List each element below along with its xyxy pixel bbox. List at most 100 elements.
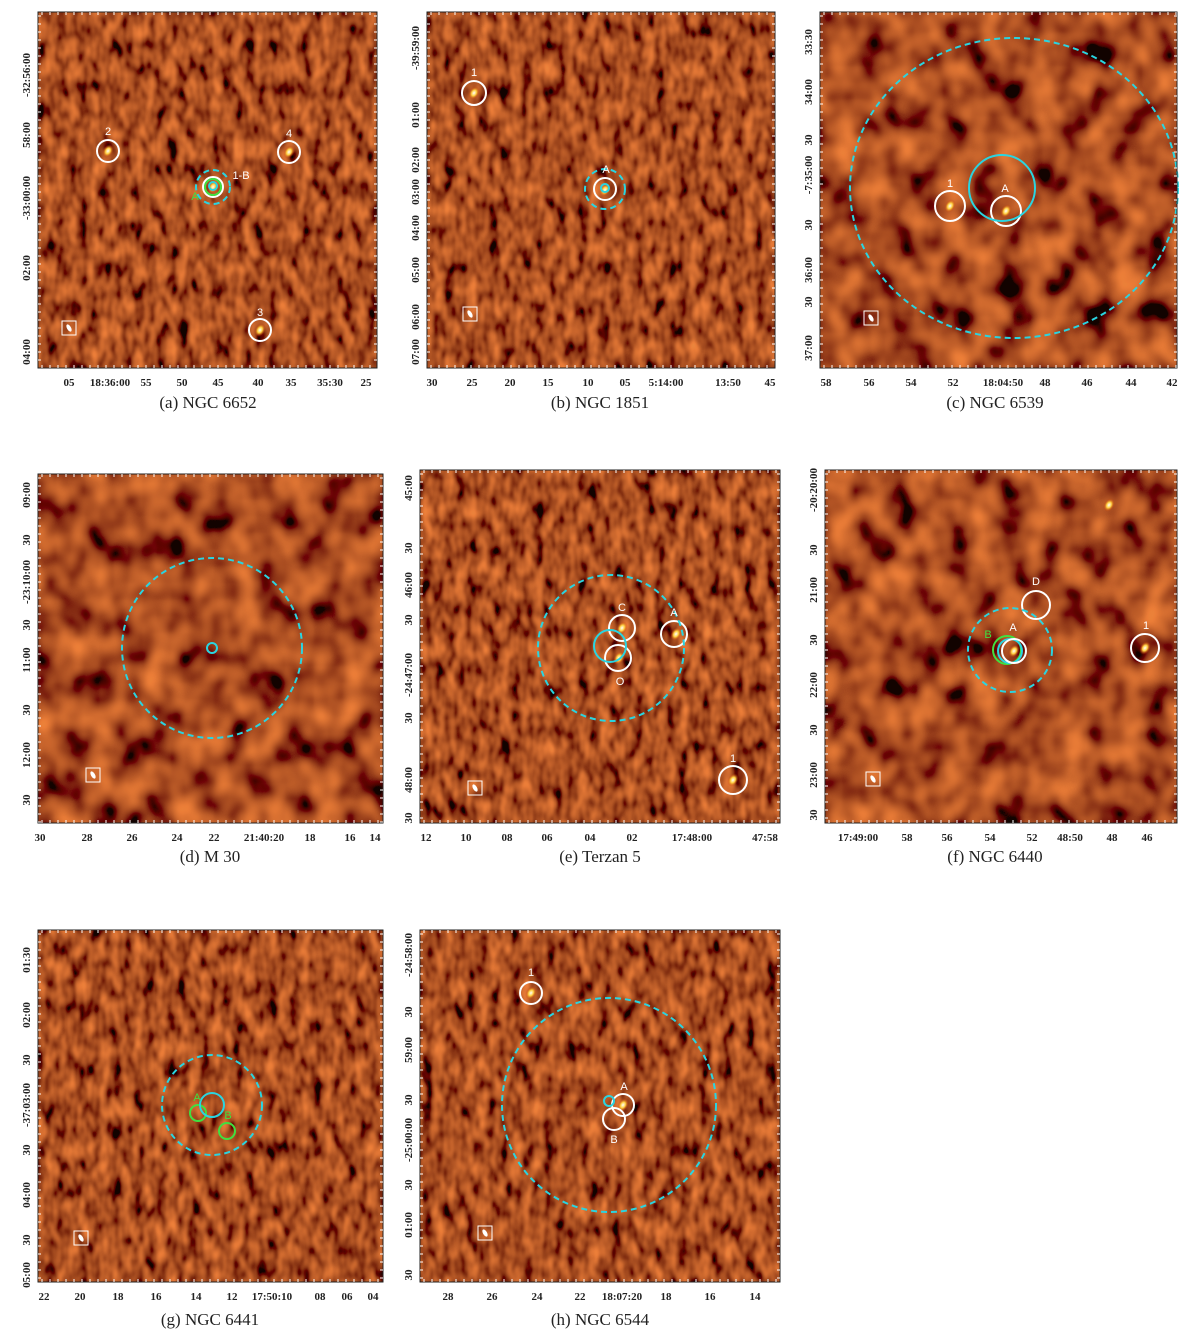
beam-box xyxy=(61,320,77,336)
y-tick-label: 09:00 xyxy=(21,482,33,508)
beam xyxy=(90,771,96,779)
y-tick-label: 05:00 xyxy=(410,257,422,283)
x-tick-label: 24 xyxy=(172,832,184,844)
region-circle xyxy=(519,981,543,1005)
x-tick-label: 47:58 xyxy=(752,832,778,844)
radio-source xyxy=(283,145,295,159)
x-tick-label: 48 xyxy=(1040,377,1052,389)
panel: 58 56 54 52 18:04:50 48 46 44 42 33:30 34:00 30 -7:3… xyxy=(803,11,1179,412)
beam xyxy=(868,314,874,322)
region-circle xyxy=(660,620,688,648)
region-circle xyxy=(593,177,617,201)
source-label: A xyxy=(602,164,610,176)
source-label: 3 xyxy=(257,307,263,319)
source-label: O xyxy=(616,676,625,688)
y-tick-label: 30 xyxy=(803,219,815,231)
y-tick-label: 46:00 xyxy=(403,572,415,598)
region-circle xyxy=(584,168,626,210)
source-label: B xyxy=(984,629,991,641)
radio-source xyxy=(254,323,266,337)
beam xyxy=(472,784,478,792)
edge-ticks xyxy=(38,12,377,368)
y-tick-label: 04:00 xyxy=(410,215,422,241)
y-tick-label: 30 xyxy=(403,1094,415,1106)
beam xyxy=(482,1229,488,1237)
panel: 05 18:36:00 55 50 45 40 35 35:30 25 -32:56:00 58:0… xyxy=(21,11,378,412)
edge-ticks xyxy=(38,930,383,1282)
x-tick-label: 52 xyxy=(1027,832,1039,844)
x-tick-label: 54 xyxy=(906,377,918,389)
beam-box xyxy=(467,780,483,796)
region-circle xyxy=(218,1122,236,1140)
y-tick-label: 21:00 xyxy=(808,577,820,603)
panel-caption: (h) NGC 6544 xyxy=(551,1310,650,1329)
x-tick-label: 22 xyxy=(39,1291,51,1303)
region-circle xyxy=(199,1092,225,1118)
x-tick-label: 54 xyxy=(985,832,997,844)
x-tick-label: 04 xyxy=(585,832,597,844)
y-tick-label: 30 xyxy=(403,712,415,724)
x-tick-label: 08 xyxy=(315,1291,327,1303)
region-circle xyxy=(204,178,222,196)
image-texture xyxy=(38,12,377,368)
edge-ticks xyxy=(420,930,780,1282)
x-tick-label: 02 xyxy=(627,832,639,844)
panel-caption: (g) NGC 6441 xyxy=(161,1310,259,1329)
y-tick-label: 04:00 xyxy=(21,339,33,365)
region-circle xyxy=(195,169,231,205)
y-tick-label: 30 xyxy=(21,704,33,716)
x-tick-label: 06 xyxy=(542,832,554,844)
x-tick-label: 56 xyxy=(942,832,954,844)
y-tick-label: 48:00 xyxy=(403,767,415,793)
y-tick-label: 30 xyxy=(803,296,815,308)
panel: 30 28 26 24 22 21:40:20 18 16 14 09:00 30 -23:10:00… xyxy=(21,473,384,866)
image-texture xyxy=(820,12,1177,368)
panel-caption: (f) NGC 6440 xyxy=(947,847,1042,866)
frame xyxy=(37,11,378,369)
x-tick-label: 25 xyxy=(467,377,479,389)
y-tick-label: 22:00 xyxy=(808,672,820,698)
x-tick-label: 50 xyxy=(177,377,189,389)
radio-source xyxy=(599,183,611,197)
y-tick-label: -32:56:00 xyxy=(21,53,33,97)
x-tick-label: 22 xyxy=(575,1291,587,1303)
y-tick-label: 30 xyxy=(403,1179,415,1191)
x-tick-label: 26 xyxy=(127,832,139,844)
x-tick-label: 55 xyxy=(141,377,153,389)
y-tick-label: 58:00 xyxy=(21,122,33,148)
x-tick-label: 12 xyxy=(227,1291,239,1303)
image-texture xyxy=(420,470,780,823)
region-circle xyxy=(208,181,218,191)
beam xyxy=(870,775,876,783)
panel-caption: (c) NGC 6539 xyxy=(946,393,1043,412)
region-circle xyxy=(593,629,627,663)
y-tick-label: 30 xyxy=(21,534,33,546)
region-circle xyxy=(1001,638,1027,664)
y-tick-label: 05:00 xyxy=(21,1262,33,1288)
x-tick-label: 08 xyxy=(502,832,514,844)
panel: 30 25 20 15 10 05 5:14:00 13:50 45 -39:59:00 01:00… xyxy=(410,11,776,412)
y-tick-label: 59:00 xyxy=(403,1037,415,1063)
y-tick-label: 33:30 xyxy=(803,29,815,55)
image-texture xyxy=(825,470,1177,823)
panel: 12 10 08 06 04 02 17:48:00 47:58 45:00 30 46:00 30 -… xyxy=(403,469,781,866)
source-label: 1 xyxy=(471,67,477,79)
x-tick-label: 20 xyxy=(505,377,517,389)
y-tick-label: 11:00 xyxy=(21,647,33,673)
x-tick-label: 15 xyxy=(543,377,555,389)
x-tick-label: 35 xyxy=(286,377,298,389)
x-tick-label: 16 xyxy=(345,832,357,844)
frame xyxy=(824,469,1178,824)
radio-source xyxy=(617,1098,629,1112)
edge-ticks xyxy=(427,12,775,368)
x-tick-label: 17:50:10 xyxy=(252,1291,293,1303)
beam-box xyxy=(73,1230,89,1246)
y-tick-label: 36:00 xyxy=(803,257,815,283)
region-circle xyxy=(96,139,120,163)
y-tick-label: -24:58:00 xyxy=(403,933,415,977)
x-tick-label: 44 xyxy=(1126,377,1138,389)
x-tick-label: 45 xyxy=(213,377,225,389)
region-circle xyxy=(849,37,1179,339)
